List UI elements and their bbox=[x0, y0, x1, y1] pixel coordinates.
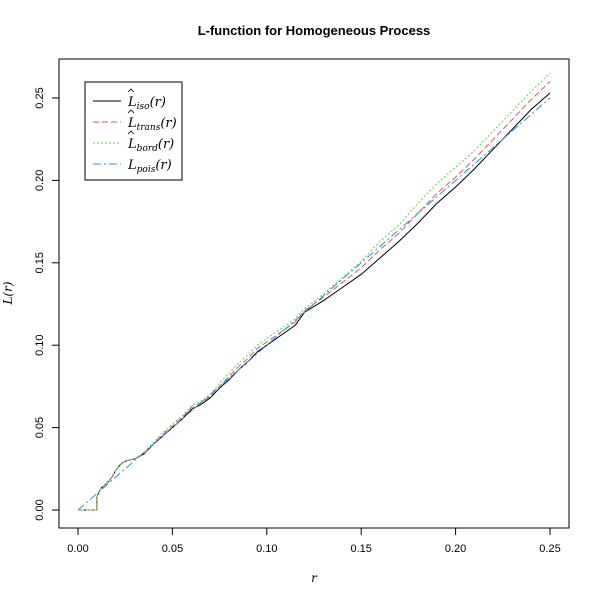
series-line-bord bbox=[78, 72, 551, 511]
legend-box bbox=[84, 81, 183, 181]
x-tick-label: 0.10 bbox=[256, 543, 277, 555]
x-axis: 0.00 0.05 0.10 0.15 0.20 0.25 bbox=[67, 527, 561, 555]
x-tick-label: 0.15 bbox=[350, 543, 371, 555]
y-tick-label: 0.00 bbox=[34, 499, 46, 520]
x-tick-label: 0.00 bbox=[67, 543, 88, 555]
legend-hat-bord bbox=[127, 130, 135, 135]
legend-hat-trans bbox=[127, 109, 135, 114]
x-tick-label: 0.05 bbox=[162, 543, 183, 555]
chart-title: L-function for Homogeneous Process bbox=[198, 23, 431, 38]
legend-label-trans: Ltrans(r) bbox=[127, 116, 177, 133]
y-axis-label: L(r) bbox=[1, 281, 15, 305]
legend-hat-iso bbox=[127, 88, 135, 93]
x-tick-label: 0.20 bbox=[445, 543, 466, 555]
x-axis-label: r bbox=[311, 571, 318, 585]
y-tick-label: 0.05 bbox=[34, 417, 46, 438]
y-axis: 0.00 0.05 0.10 0.15 0.20 0.25 bbox=[34, 87, 60, 521]
legend-label-iso: Liso(r) bbox=[127, 95, 166, 112]
y-tick-label: 0.15 bbox=[34, 252, 46, 273]
y-tick-label: 0.25 bbox=[34, 87, 46, 108]
series-layer bbox=[77, 72, 551, 511]
x-tick-label: 0.25 bbox=[539, 543, 560, 555]
legend-label-bord: Lbord(r) bbox=[127, 137, 174, 154]
y-tick-label: 0.20 bbox=[34, 170, 46, 191]
legend-label-pois: Lpois(r) bbox=[127, 158, 172, 175]
y-tick-label: 0.10 bbox=[34, 334, 46, 355]
legend: Liso(r) Ltrans(r) Lbord(r) Lpois(r) bbox=[84, 81, 183, 181]
